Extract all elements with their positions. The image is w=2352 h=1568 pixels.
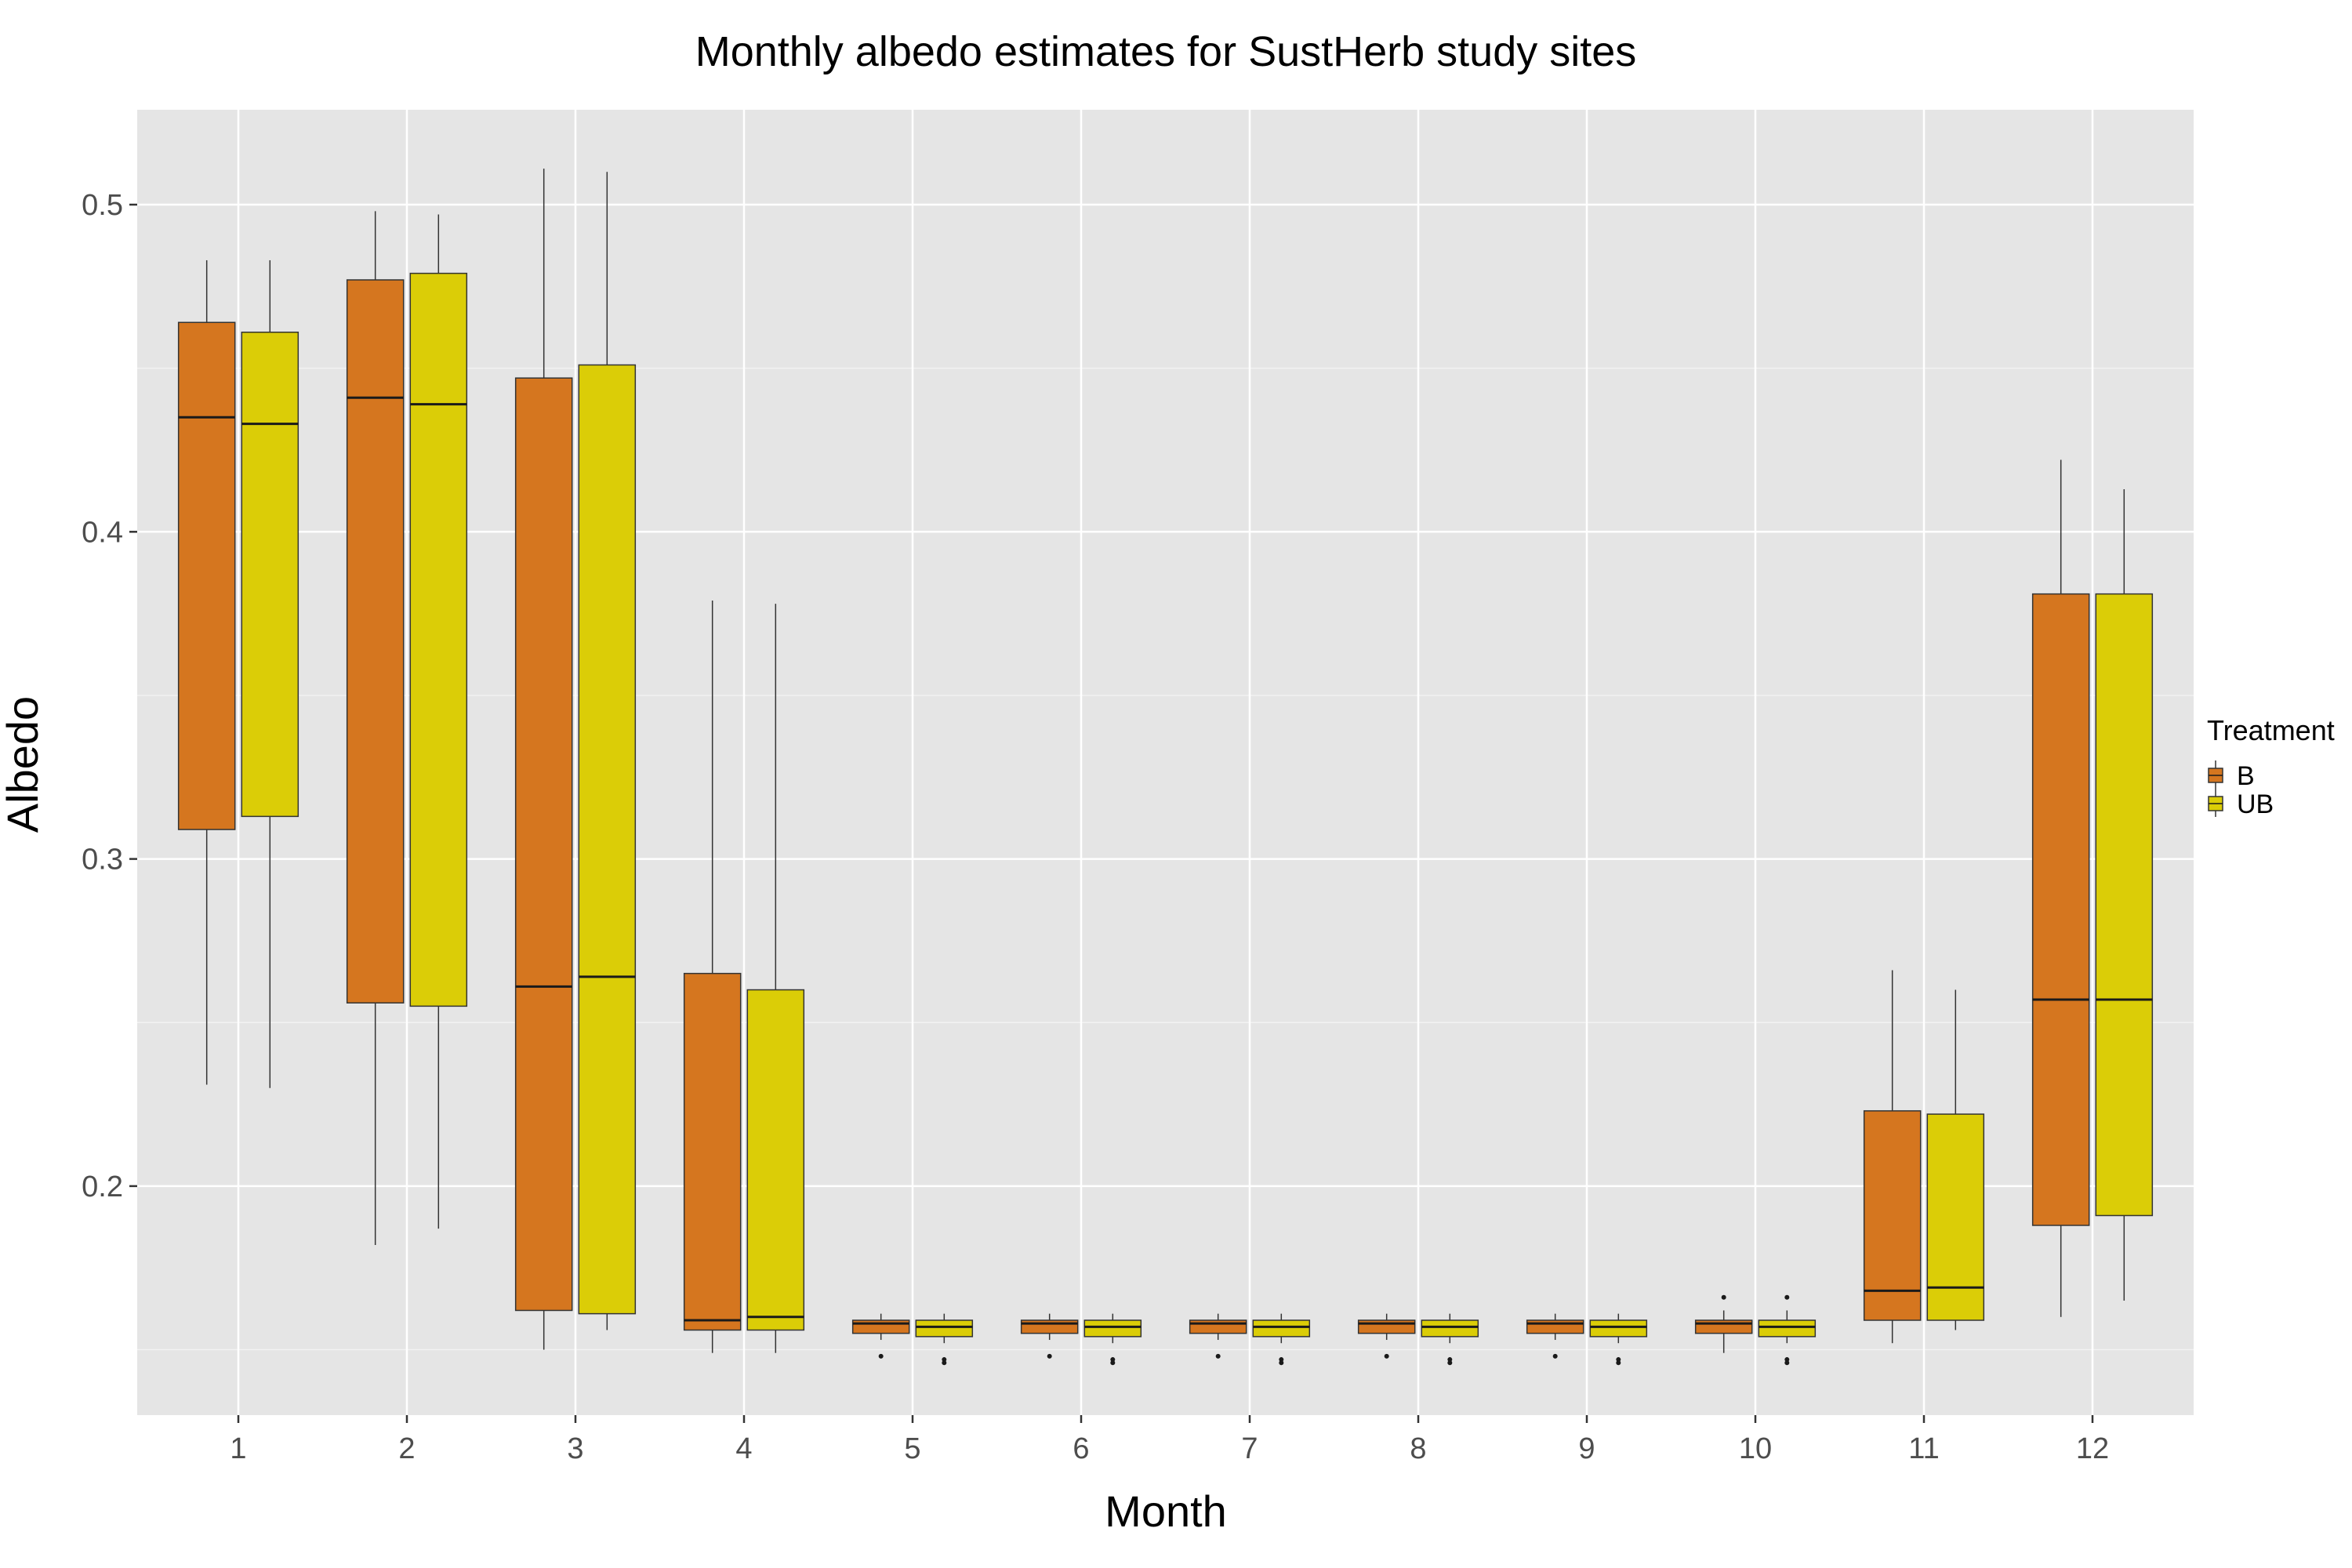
box-b-month-11 xyxy=(1863,970,1922,1344)
box-iqr xyxy=(1421,1319,1479,1338)
box-iqr xyxy=(746,989,805,1331)
box-iqr xyxy=(514,377,573,1312)
outlier-point xyxy=(1447,1357,1453,1363)
box-b-month-7 xyxy=(1189,1313,1247,1359)
outlier-point xyxy=(942,1357,947,1363)
box-iqr xyxy=(241,332,299,818)
outlier-point xyxy=(1110,1360,1116,1366)
box-b-month-4 xyxy=(683,600,742,1353)
x-tick-label: 12 xyxy=(2076,1432,2109,1465)
outlier-point xyxy=(1047,1353,1052,1359)
box-iqr xyxy=(1189,1319,1247,1334)
box-iqr xyxy=(1083,1319,1142,1338)
box-ub-month-2 xyxy=(409,214,468,1229)
box-b-month-6 xyxy=(1020,1313,1079,1359)
box-ub-month-11 xyxy=(1926,989,1985,1330)
box-series xyxy=(177,169,2154,1366)
y-axis-title: Albedo xyxy=(0,696,47,833)
box-iqr xyxy=(2095,593,2154,1217)
box-b-month-1 xyxy=(177,260,236,1085)
outlier-point xyxy=(1384,1353,1389,1359)
minor-gridlines xyxy=(137,367,2194,1351)
box-iqr xyxy=(409,272,468,1007)
outlier-point xyxy=(942,1360,947,1366)
outlier-point xyxy=(1721,1294,1726,1300)
box-iqr xyxy=(851,1319,910,1334)
outlier-point xyxy=(1784,1360,1790,1366)
box-ub-month-9 xyxy=(1589,1313,1648,1366)
box-iqr xyxy=(1526,1319,1584,1334)
x-tick-label: 10 xyxy=(1739,1432,1772,1465)
box-iqr xyxy=(2031,593,2090,1226)
x-tick-label: 2 xyxy=(398,1432,415,1465)
box-b-month-12 xyxy=(2031,459,2090,1317)
outlier-point xyxy=(1616,1357,1621,1363)
box-iqr xyxy=(1252,1319,1311,1338)
series-b xyxy=(177,169,2090,1359)
series-ub xyxy=(241,172,2154,1366)
legend-label-b: B xyxy=(2237,761,2255,791)
box-iqr xyxy=(1357,1319,1416,1334)
outlier-point xyxy=(1616,1360,1621,1366)
box-ub-month-10 xyxy=(1758,1294,1817,1366)
x-axis-title: Month xyxy=(1105,1486,1227,1536)
y-axis: 0.2 0.3 0.4 0.5 xyxy=(82,189,137,1203)
legend-label-ub: UB xyxy=(2237,789,2274,819)
box-iqr xyxy=(1863,1110,1922,1321)
outlier-point xyxy=(1784,1294,1790,1300)
chart-title: Monthly albedo estimates for SustHerb st… xyxy=(695,28,1637,75)
outlier-point xyxy=(1215,1353,1221,1359)
box-iqr xyxy=(1758,1319,1817,1338)
box-ub-month-4 xyxy=(746,604,805,1353)
box-b-month-3 xyxy=(514,169,573,1350)
box-iqr xyxy=(1589,1319,1648,1338)
x-axis: 1 2 3 4 5 6 7 8 9 10 11 12 xyxy=(230,1415,2109,1465)
box-iqr xyxy=(915,1319,974,1338)
x-tick-label: 3 xyxy=(567,1432,583,1465)
box-b-month-2 xyxy=(346,211,405,1246)
box-iqr xyxy=(346,279,405,1004)
y-tick-label: 0.5 xyxy=(82,189,123,222)
x-tick-label: 5 xyxy=(904,1432,920,1465)
y-tick-label: 0.2 xyxy=(82,1171,123,1203)
box-ub-month-7 xyxy=(1252,1313,1311,1366)
outlier-point xyxy=(878,1353,884,1359)
box-ub-month-6 xyxy=(1083,1313,1142,1366)
x-tick-label: 6 xyxy=(1073,1432,1089,1465)
outlier-point xyxy=(1279,1357,1284,1363)
box-iqr xyxy=(1020,1319,1079,1334)
outlier-point xyxy=(1552,1353,1558,1359)
box-b-month-10 xyxy=(1694,1294,1753,1353)
box-b-month-8 xyxy=(1357,1313,1416,1359)
box-ub-month-5 xyxy=(915,1313,974,1366)
x-tick-label: 9 xyxy=(1578,1432,1595,1465)
y-tick-label: 0.4 xyxy=(82,516,123,549)
box-iqr xyxy=(1926,1113,1985,1321)
x-tick-label: 4 xyxy=(735,1432,752,1465)
box-iqr xyxy=(1694,1319,1753,1334)
outlier-point xyxy=(1784,1357,1790,1363)
box-iqr xyxy=(177,321,236,830)
x-tick-label: 1 xyxy=(230,1432,246,1465)
y-tick-label: 0.3 xyxy=(82,844,123,877)
box-ub-month-12 xyxy=(2095,489,2154,1301)
box-ub-month-1 xyxy=(241,260,299,1088)
outlier-point xyxy=(1110,1357,1116,1363)
box-b-month-9 xyxy=(1526,1313,1584,1359)
x-tick-label: 11 xyxy=(1908,1432,1939,1465)
x-tick-label: 7 xyxy=(1241,1432,1258,1465)
x-tick-label: 8 xyxy=(1410,1432,1426,1465)
box-ub-month-8 xyxy=(1421,1313,1479,1366)
legend: Treatment BUB xyxy=(2207,714,2335,819)
box-b-month-5 xyxy=(851,1313,910,1359)
legend-title: Treatment xyxy=(2207,714,2335,746)
major-gridlines xyxy=(137,110,2194,1415)
outlier-point xyxy=(1447,1360,1453,1366)
box-iqr xyxy=(578,364,637,1315)
plot-panel xyxy=(137,110,2194,1415)
box-iqr xyxy=(683,972,742,1331)
outlier-point xyxy=(1279,1360,1284,1366)
box-ub-month-3 xyxy=(578,172,637,1330)
